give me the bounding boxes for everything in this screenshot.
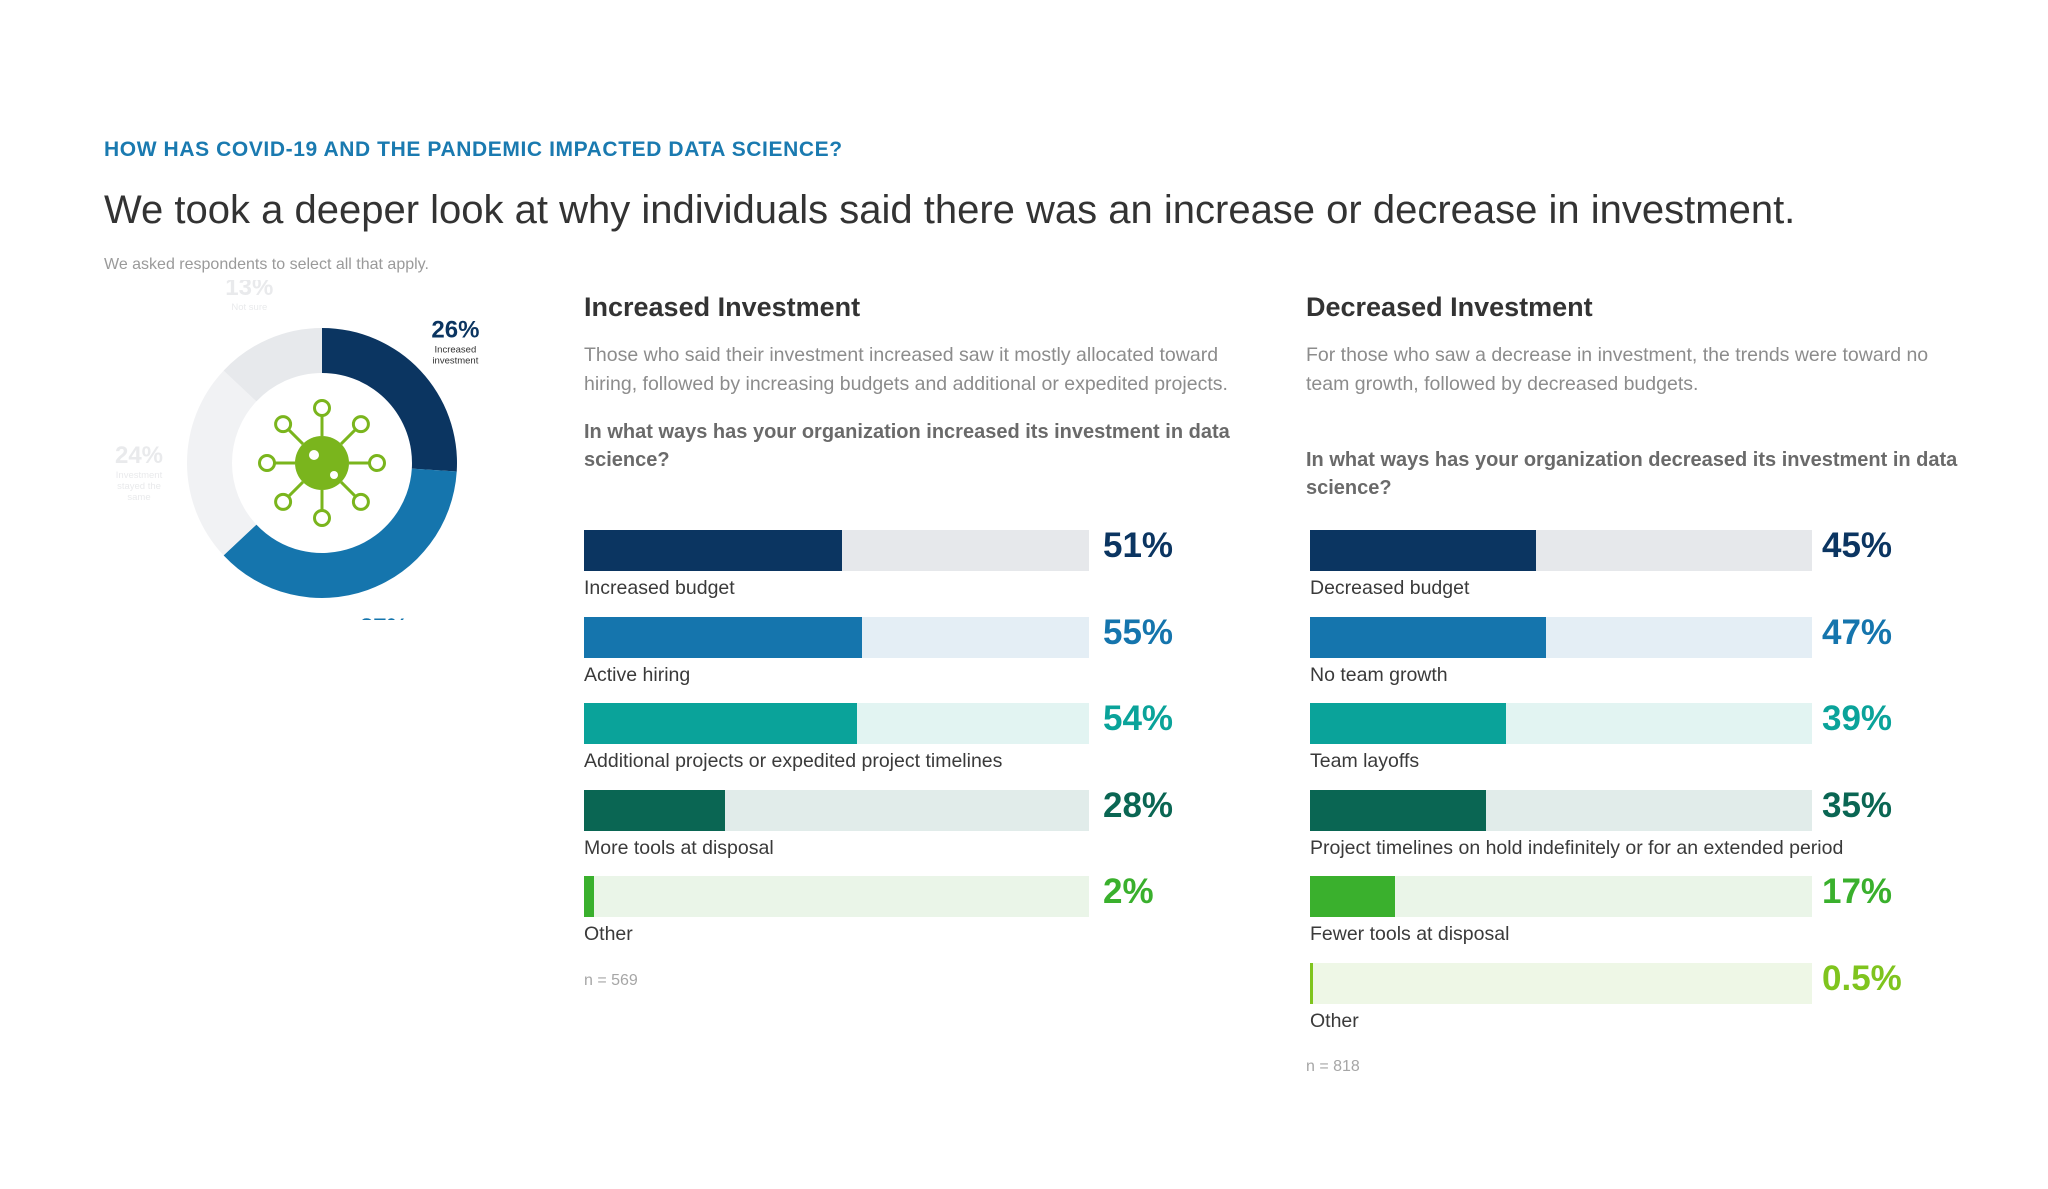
donut-slice-label: Investment: [116, 470, 163, 481]
bar-fill: [584, 616, 862, 658]
donut-percent-label: 24%: [115, 442, 163, 469]
bar-value-label: 28%: [1103, 785, 1174, 825]
panel-description: Those who said their investment increase…: [584, 344, 1228, 395]
virus-icon: [258, 399, 386, 527]
bar-row: 17% Fewer tools at disposal: [1310, 872, 1950, 956]
bar-value-label: 17%: [1822, 872, 1893, 911]
bar-value-label: 35%: [1822, 785, 1893, 825]
section-eyebrow: HOW HAS COVID-19 AND THE PANDEMIC IMPACT…: [104, 138, 843, 161]
bar-category-label: No team growth: [1310, 663, 1448, 686]
bar-row: 28% More tools at disposal: [584, 786, 1224, 870]
donut-slice-label: Not sure: [231, 302, 267, 313]
donut-slice: [223, 468, 457, 598]
bar-track: [584, 530, 1089, 571]
bar-value-label: 51%: [1103, 526, 1174, 565]
bar-fill: [1310, 789, 1486, 831]
bar-value-label: 0.5%: [1822, 958, 1902, 998]
bar-fill: [584, 876, 595, 917]
donut-percent-label: 13%: [225, 280, 273, 301]
bar-track: [1310, 616, 1812, 658]
bar-track: [1310, 962, 1812, 1004]
donut-slice: [322, 328, 457, 472]
bar-category-label: Other: [584, 923, 633, 945]
bar-fill: [1310, 530, 1536, 571]
bar-row: 0.5% Other: [1310, 959, 1950, 1043]
bar-row: 45% Decreased budget: [1310, 526, 1950, 610]
bar-category-label: Decreased budget: [1310, 577, 1470, 599]
decreased-investment-panel: Decreased Investment For those who saw a…: [1306, 292, 1966, 502]
bar-row: 35% Project timelines on hold indefinitel…: [1310, 786, 1950, 870]
bar-row: 55% Active hiring: [584, 613, 1224, 697]
bar-track: [584, 876, 1089, 917]
bar-fill: [584, 530, 842, 571]
bar-value-label: 47%: [1822, 612, 1893, 652]
bar-track: [584, 789, 1089, 831]
panel-question: In what ways has your organization incre…: [584, 421, 1230, 471]
bar-category-label: More tools at disposal: [584, 836, 774, 859]
bar-value-label: 2%: [1103, 872, 1154, 911]
bar-fill: [584, 703, 857, 744]
donut-slice-label: Increased: [435, 345, 477, 356]
bar-value-label: 54%: [1103, 699, 1174, 738]
bar-value-label: 45%: [1822, 526, 1893, 565]
bar-track: [584, 616, 1089, 658]
bar-track: [584, 703, 1089, 744]
increased-investment-panel: Increased Investment Those who said thei…: [584, 292, 1244, 474]
donut-slice: [187, 370, 257, 556]
investment-donut-chart: 26%Increasedinvestment37%Decreasedinvest…: [115, 280, 479, 620]
bar-fill: [1310, 962, 1313, 1004]
panel-title: Decreased Investment: [1306, 292, 1593, 322]
sample-size-note: n = 818: [1306, 1058, 1360, 1075]
bar-row: 39% Team layoffs: [1310, 699, 1950, 783]
bar-row: 47% No team growth: [1310, 613, 1950, 697]
bar-track: [1310, 789, 1812, 831]
sample-size-note: n = 569: [584, 972, 638, 989]
bar-fill: [1310, 703, 1506, 744]
donut-slice: [223, 328, 322, 402]
donut-percent-label: 26%: [431, 317, 479, 344]
bar-value-label: 55%: [1103, 612, 1174, 652]
bar-category-label: Additional projects or expedited project…: [584, 750, 1003, 772]
bar-track: [1310, 876, 1812, 917]
bar-fill: [1310, 616, 1546, 658]
bar-fill: [584, 789, 726, 831]
donut-slice-label: stayed the: [117, 481, 161, 492]
bar-track: [1310, 703, 1812, 744]
bar-category-label: Team layoffs: [1310, 750, 1420, 772]
donut-percent-label: 37%: [360, 614, 408, 620]
panel-description: For those who saw a decrease in investme…: [1306, 344, 1929, 395]
bar-category-label: Project timelines on hold indefinitely o…: [1310, 836, 1844, 859]
bar-track: [1310, 530, 1812, 571]
panel-question: In what ways has your organization decre…: [1306, 449, 1958, 499]
donut-slice-label: same: [127, 492, 150, 503]
select-all-note: We asked respondents to select all that …: [104, 256, 429, 273]
bar-row: 2% Other: [584, 872, 1224, 956]
bar-fill: [1310, 876, 1396, 917]
page-headline: We took a deeper look at why individuals…: [104, 188, 1796, 232]
bar-row: 51% Increased budget: [584, 526, 1224, 610]
bar-category-label: Fewer tools at disposal: [1310, 923, 1510, 945]
donut-slice-label: investment: [432, 356, 478, 367]
bar-category-label: Other: [1310, 1009, 1359, 1032]
bar-value-label: 39%: [1822, 699, 1893, 738]
bar-row: 54% Additional projects or expedited proj…: [584, 699, 1224, 783]
panel-title: Increased Investment: [584, 292, 861, 322]
bar-category-label: Increased budget: [584, 577, 735, 599]
bar-category-label: Active hiring: [584, 663, 691, 686]
